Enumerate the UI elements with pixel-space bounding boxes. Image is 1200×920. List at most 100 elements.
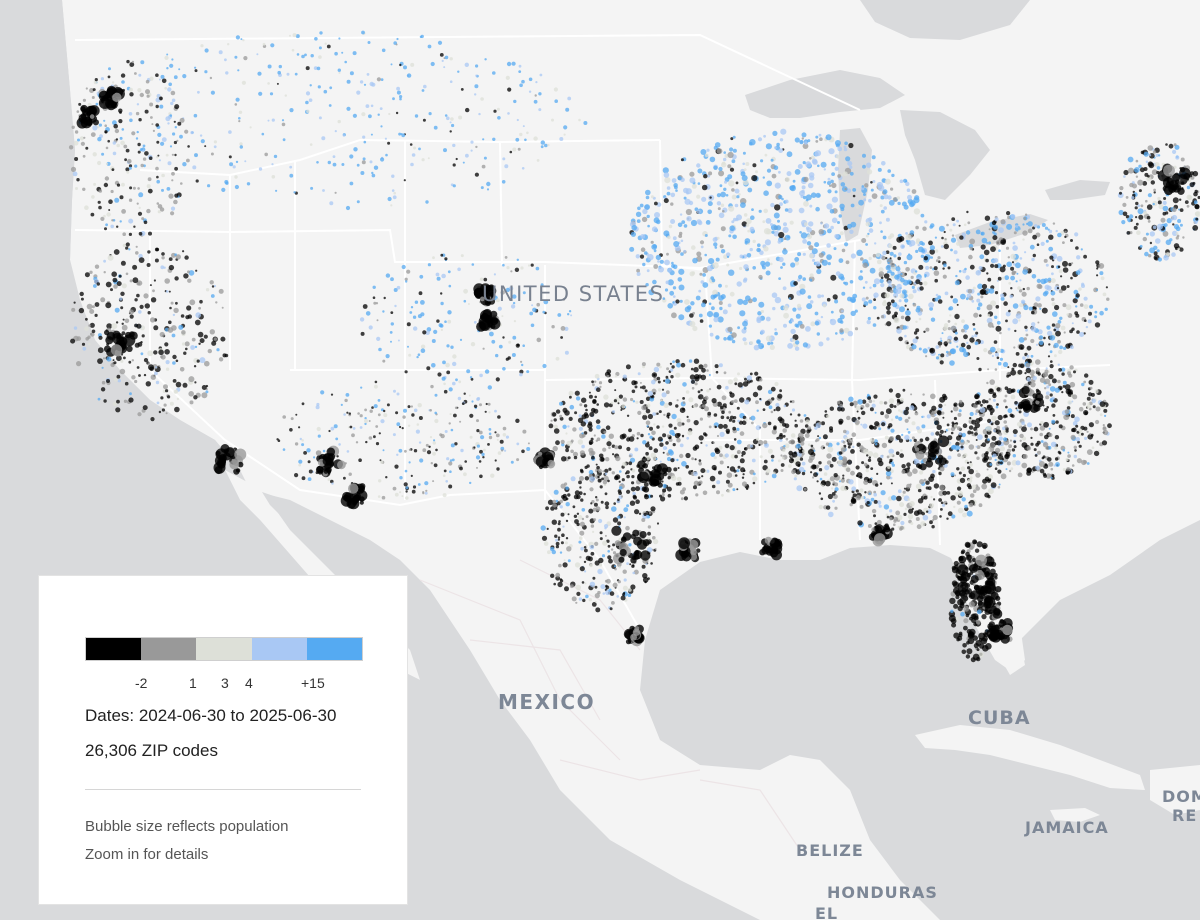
zip-bubble [133, 225, 136, 228]
zip-bubble [361, 30, 365, 35]
zip-bubble [573, 514, 578, 518]
jamaica-island [1050, 808, 1100, 822]
zip-bubble [837, 221, 840, 224]
zip-bubble [744, 377, 747, 381]
zip-bubble [981, 237, 988, 244]
zip-bubble [1042, 455, 1046, 459]
zip-bubble [1122, 202, 1127, 207]
zip-bubble [1031, 310, 1035, 315]
zip-bubble [919, 240, 924, 246]
zip-bubble [842, 440, 846, 444]
zip-bubble [82, 187, 86, 191]
zip-bubble [123, 356, 126, 360]
zip-bubble [112, 141, 117, 145]
zip-bubble [879, 204, 883, 208]
zip-bubble [947, 339, 950, 342]
zip-bubble [529, 311, 534, 316]
zip-bubble [1000, 296, 1005, 301]
zip-bubble [824, 465, 830, 471]
zip-bubble [981, 283, 988, 290]
zip-bubble [1051, 297, 1055, 302]
zip-bubble [449, 121, 452, 124]
zip-bubble [390, 277, 394, 282]
zip-bubble [73, 140, 79, 146]
zip-bubble [1032, 376, 1037, 381]
zip-bubble [778, 256, 784, 263]
zip-bubble [994, 315, 998, 319]
zip-bubble [555, 538, 559, 542]
zip-bubble [572, 505, 576, 509]
zip-bubble [654, 548, 657, 550]
zip-bubble [163, 403, 167, 407]
zip-bubble [194, 345, 198, 349]
zip-bubble [994, 458, 997, 462]
zip-bubble [692, 257, 698, 264]
zip-bubble [76, 178, 80, 182]
zip-bubble [367, 41, 371, 44]
zip-bubble [555, 409, 561, 414]
zip-bubble [641, 385, 646, 390]
zip-bubble [1039, 307, 1042, 310]
zip-bubble [1051, 403, 1056, 408]
zip-bubble [306, 109, 310, 114]
zip-bubble [741, 221, 747, 227]
zip-bubble [694, 382, 698, 386]
zip-bubble [470, 149, 473, 152]
zip-bubble [743, 326, 747, 330]
zip-bubble [867, 232, 870, 236]
zip-bubble [905, 310, 911, 316]
zip-bubble [1030, 354, 1034, 358]
zip-bubble [1000, 293, 1005, 298]
zip-bubble [974, 451, 978, 455]
zip-bubble [577, 439, 584, 445]
zip-bubble [579, 486, 582, 489]
zip-bubble [932, 469, 936, 474]
zip-bubble [449, 130, 452, 133]
zip-bubble [894, 314, 898, 318]
zip-bubble [949, 314, 952, 317]
zip-bubble [755, 437, 760, 441]
zip-bubble [1060, 325, 1066, 331]
zip-bubble [486, 181, 491, 187]
zip-bubble [934, 236, 938, 239]
zip-bubble [910, 275, 914, 279]
zip-bubble [447, 310, 452, 315]
zip-bubble [907, 416, 911, 420]
zip-bubble [1015, 352, 1020, 356]
zip-bubble [752, 476, 758, 482]
zip-bubble [939, 337, 943, 340]
zip-bubble [783, 305, 789, 311]
zip-bubble [1010, 394, 1016, 400]
zip-bubble [594, 585, 598, 589]
zip-bubble [1071, 464, 1075, 467]
zip-bubble [1041, 223, 1046, 227]
zip-bubble [1056, 287, 1060, 290]
zip-bubble [716, 490, 720, 495]
zip-bubble [1065, 343, 1071, 349]
zip-bubble [545, 506, 549, 511]
zip-bubble [1002, 264, 1006, 268]
zip-bubble [784, 208, 789, 212]
zip-bubble [844, 242, 849, 247]
zip-bubble [794, 423, 798, 428]
zip-bubble [1135, 175, 1139, 178]
zip-bubble [1047, 228, 1050, 231]
zip-bubble [660, 399, 663, 402]
zip-bubble [562, 496, 568, 502]
zip-bubble [656, 202, 662, 207]
zip-bubble [201, 392, 208, 399]
zip-bubble [783, 237, 787, 240]
zip-bubble [1101, 440, 1108, 446]
zip-bubble [519, 132, 523, 137]
zip-bubble [956, 258, 960, 262]
zip-bubble [1015, 280, 1018, 283]
zip-bubble [997, 461, 1001, 464]
zip-bubble [137, 211, 143, 216]
zip-bubble [691, 386, 695, 390]
zip-bubble [802, 161, 806, 165]
zip-bubble [289, 108, 294, 113]
zip-bubble [555, 572, 561, 578]
zip-bubble [603, 402, 610, 408]
zip-bubble [953, 406, 959, 412]
zip-bubble [691, 457, 694, 461]
